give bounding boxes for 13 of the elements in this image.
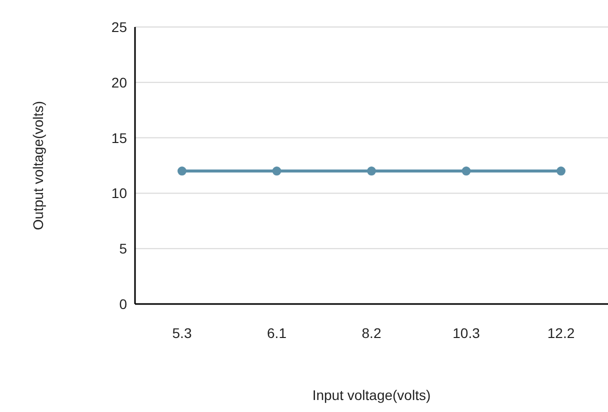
x-axis-title: Input voltage(volts)	[312, 387, 431, 403]
x-tick-label: 12.2	[547, 324, 575, 341]
x-tick-label: 10.3	[452, 324, 480, 341]
y-tick-label: 20	[111, 74, 128, 90]
y-tick-label: 15	[111, 130, 128, 146]
x-tick-label: 6.1	[267, 324, 287, 341]
x-tick-label: 8.2	[362, 324, 382, 341]
y-tick-label: 25	[111, 18, 128, 35]
y-tick-label: 5	[119, 240, 128, 257]
x-tick-label: 5.3	[172, 324, 192, 341]
y-tick-label: 0	[119, 296, 128, 312]
y-axis-title: Output voltage(volts)	[30, 100, 46, 230]
y-tick-label: 10	[111, 185, 128, 202]
